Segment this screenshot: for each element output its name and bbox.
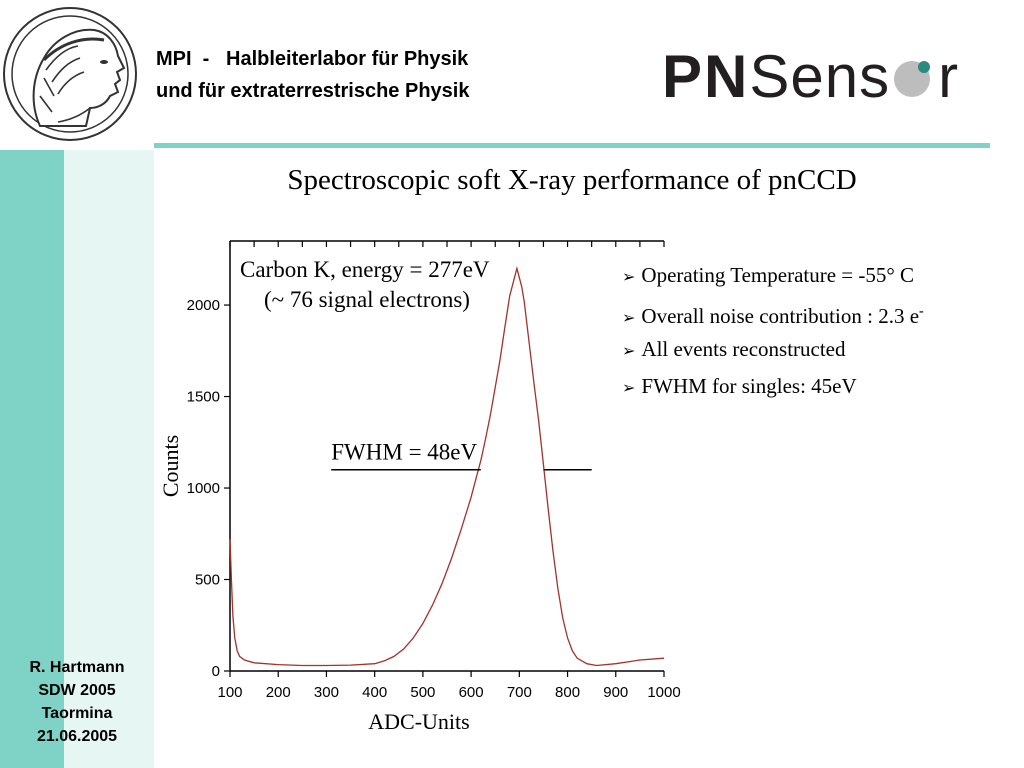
brand-o-dot-icon (894, 61, 931, 97)
institute-name-line1: MPI - Halbleiterlabor für Physik (156, 48, 469, 70)
institute-logo (0, 0, 154, 150)
footer-author: R. Hartmann (29, 659, 125, 676)
footer-date: 21.06.2005 (36, 728, 118, 745)
x-tick-label: 700 (507, 684, 532, 701)
footer-location: Taormina (41, 705, 113, 722)
bullet-text: FWHM for singles: 45eV (641, 374, 857, 398)
arrow-bullet-icon: ➢ (622, 308, 636, 327)
brand-r: r (938, 43, 960, 110)
x-tick-label: 800 (555, 684, 580, 701)
y-tick-label: 1500 (187, 389, 220, 406)
bullet-list: ➢ Operating Temperature = -55° C ➢ Overall… (622, 260, 924, 408)
spectrum-chart: 100 200 300 400 500 600 700 800 900 1000 0 500 1000 1… (158, 240, 681, 734)
bullet-text: All events reconstructed (641, 337, 846, 361)
bullet-item: ➢ FWHM for singles: 45eV (622, 371, 924, 408)
minerva-head-icon (3, 7, 137, 141)
bullet-text: Operating Temperature = -55° C (641, 263, 915, 287)
y-tick-label: 1000 (187, 480, 220, 497)
x-tick-label: 1000 (647, 684, 680, 701)
footer-event: SDW 2005 (38, 682, 116, 699)
institute-name-line2: und für extraterrestrische Physik (156, 80, 470, 102)
x-tick-label: 400 (362, 684, 387, 701)
x-tick-label: 500 (410, 684, 435, 701)
slide-title: Spectroscopic soft X-ray performance of … (287, 164, 857, 196)
x-tick-label: 300 (314, 684, 339, 701)
bullet-item: ➢ Operating Temperature = -55° C (622, 260, 924, 297)
chart-annotation-line2: (~ 76 signal electrons) (264, 287, 470, 312)
pnsensor-logo: PNSens r (662, 42, 959, 112)
x-axis-label: ADC-Units (368, 709, 469, 734)
bullet-item: ➢ All events reconstructed (622, 334, 924, 371)
chart-ticks: 100 200 300 400 500 600 700 800 900 1000 0 500 1000 1… (187, 241, 681, 701)
brand-sens: Sens (749, 43, 891, 110)
y-tick-label: 2000 (187, 297, 220, 314)
slide-footer: R. Hartmann SDW 2005 Taormina 21.06.2005 (0, 656, 154, 748)
arrow-bullet-icon: ➢ (622, 378, 636, 397)
y-axis-label: Counts (158, 435, 183, 497)
header-divider (154, 143, 990, 148)
brand-pn: PN (662, 43, 750, 110)
x-tick-label: 100 (217, 684, 242, 701)
spectrum-line (229, 265, 665, 667)
fwhm-label: FWHM = 48eV (331, 440, 477, 465)
arrow-bullet-icon: ➢ (622, 341, 636, 360)
x-tick-label: 900 (603, 684, 628, 701)
bullet-item: ➢ Overall noise contribution : 2.3 e- (622, 297, 924, 334)
y-tick-label: 0 (212, 663, 220, 680)
x-tick-label: 200 (266, 684, 291, 701)
x-tick-label: 600 (459, 684, 484, 701)
bullet-superscript: - (919, 304, 924, 319)
chart-annotation-line1: Carbon K, energy = 277eV (240, 257, 490, 282)
arrow-bullet-icon: ➢ (622, 267, 636, 286)
y-tick-label: 500 (195, 572, 220, 589)
bullet-text: Overall noise contribution : 2.3 e (641, 304, 920, 328)
